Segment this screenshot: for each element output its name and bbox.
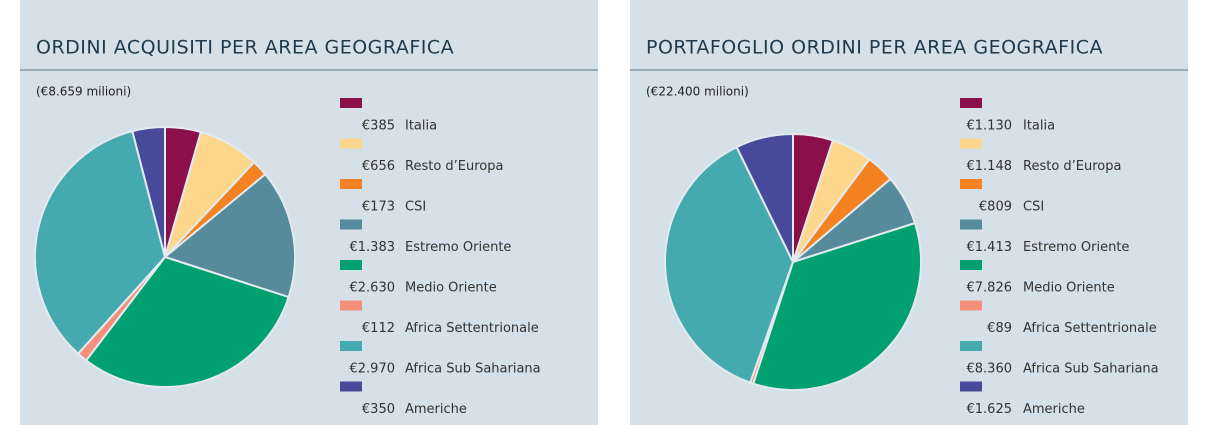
value-label: €112 [362,321,395,336]
value-label: €1.413 [967,240,1013,255]
value-label: €173 [362,200,395,215]
pie-slice [751,221,922,391]
pie-slice [84,255,290,388]
legend-swatch [960,341,982,351]
chart-subtitle: (€8.659 milioni) [36,85,131,99]
value-label: €2.970 [350,362,396,377]
value-label: €1.148 [967,159,1013,174]
legend-label: Estremo Oriente [1023,240,1129,255]
legend-label: CSI [1023,200,1044,215]
pie-slice [162,172,296,299]
pie-slice [664,145,795,384]
value-label: €89 [987,321,1012,336]
legend-label: Americhe [405,402,467,417]
value-label: €350 [362,402,395,417]
chart-subtitle: (€22.400 milioni) [646,85,749,99]
legend-swatch [340,300,362,311]
legend-label: Resto d’Europa [1023,159,1121,174]
legend-swatch [960,98,982,108]
chart-title: ORDINI ACQUISITI PER AREA GEOGRAFICA [36,37,454,59]
legend-swatch [960,300,982,311]
legend-swatch [340,219,362,230]
legend-swatch [960,179,982,189]
value-label: €8.360 [967,362,1013,377]
legend-swatch [960,260,982,270]
value-label: €1.383 [350,240,396,255]
pie-slice [735,132,794,263]
legend-label: Italia [1023,119,1055,134]
value-label: €2.630 [350,281,396,296]
value-label: €7.826 [967,281,1013,296]
value-label: €1.625 [967,402,1013,417]
legend-label: Resto d’Europa [405,159,503,174]
legend-label: Africa Sub Sahariana [1023,362,1159,377]
legend-swatch [340,341,362,351]
legend-swatch [340,138,362,149]
chart-title: PORTAFOGLIO ORDINI PER AREA GEOGRAFICA [646,37,1103,59]
pie-slice [34,129,167,356]
legend-label: Estremo Oriente [405,240,511,255]
legend-label: Africa Sub Sahariana [405,362,541,377]
legend-label: Africa Settentrionale [405,321,539,336]
legend-swatch [960,219,982,230]
value-label: €656 [362,159,395,174]
legend-label: Americhe [1023,402,1085,417]
legend-swatch [960,381,982,392]
legend-label: CSI [405,200,426,215]
legend-label: Medio Oriente [1023,281,1115,296]
value-label: €1.130 [967,119,1013,134]
legend-swatch [960,138,982,149]
legend-swatch [340,98,362,108]
legend-swatch [340,381,362,392]
pie-slice [131,125,166,258]
legend-label: Medio Oriente [405,281,497,296]
legend-label: Italia [405,119,437,134]
legend-label: Africa Settentrionale [1023,321,1157,336]
value-label: €385 [362,119,395,134]
value-label: €809 [979,200,1012,215]
legend-swatch [340,179,362,189]
legend-swatch [340,260,362,270]
